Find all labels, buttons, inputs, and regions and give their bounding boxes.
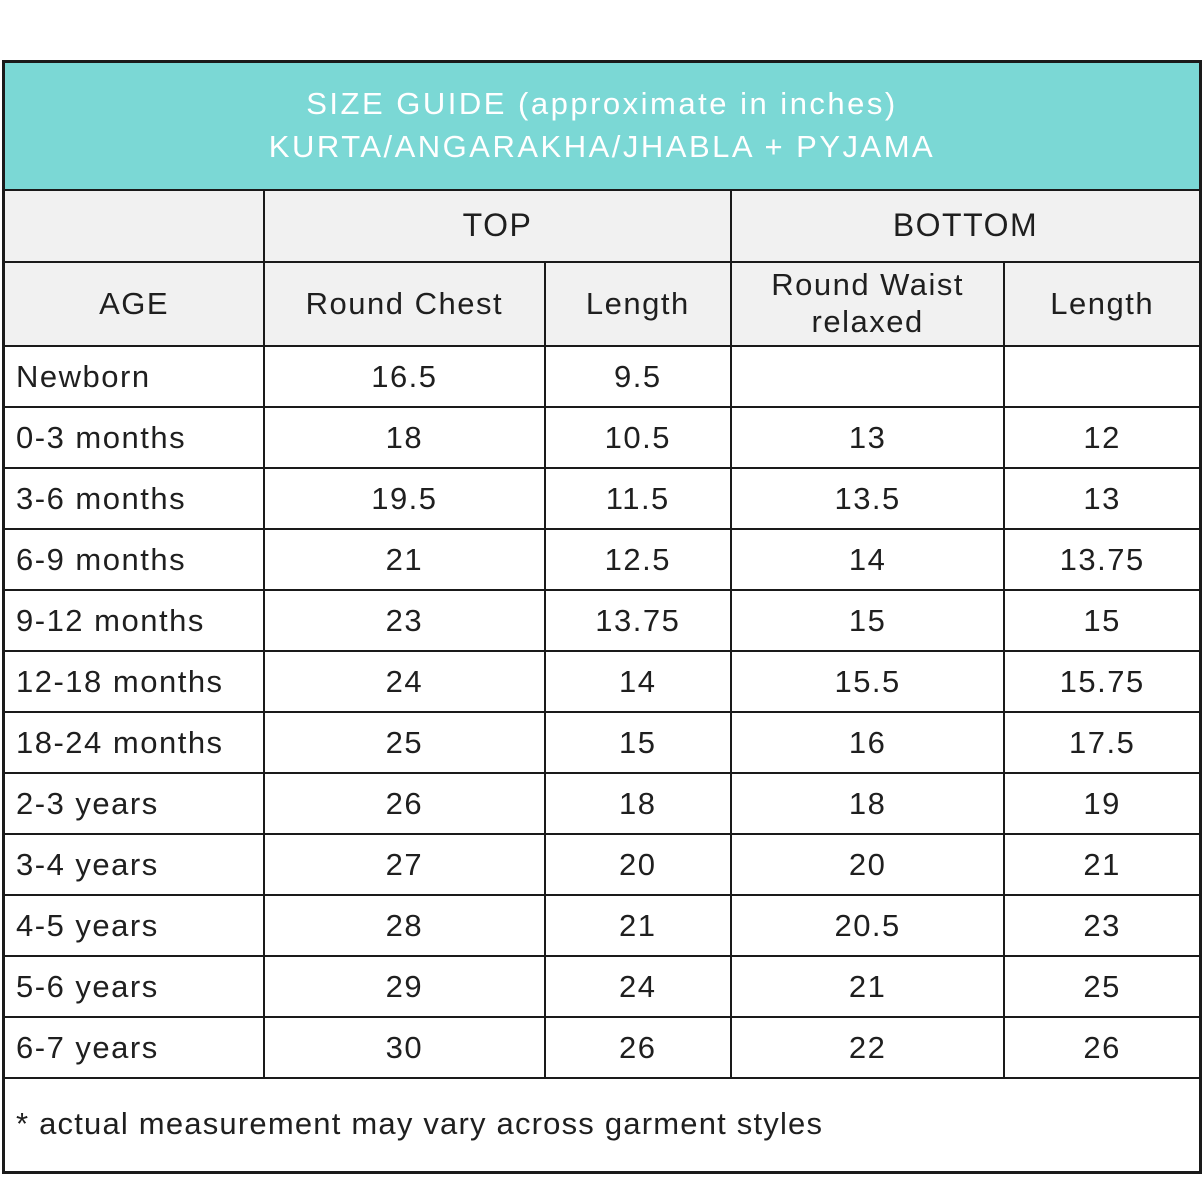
column-header-age: AGE: [3, 261, 266, 347]
age-cell: 12-18 months: [3, 650, 266, 713]
column-header-bottom-length: Length: [1003, 261, 1200, 347]
column-header-round-chest: Round Chest: [263, 261, 546, 347]
bottom-length-cell: 21: [1003, 833, 1200, 896]
group-header-row: TOP BOTTOM: [3, 190, 1201, 263]
footnote-row: * actual measurement may vary across gar…: [4, 1077, 1200, 1172]
banner-title: SIZE GUIDE (approximate in inches): [306, 86, 898, 121]
round-chest-cell: 19.5: [263, 467, 546, 530]
round-chest-cell: 27: [263, 833, 546, 896]
bottom-length-cell: 15: [1003, 589, 1200, 652]
bottom-length-cell: 25: [1003, 955, 1200, 1018]
table-row: 18-24 months 25 15 16 17.5: [3, 711, 1200, 774]
round-waist-cell: 18: [729, 772, 1006, 835]
table-row: 5-6 years 29 24 21 25: [3, 955, 1200, 1018]
round-waist-cell: 13.5: [729, 467, 1006, 530]
top-length-cell: 11.5: [543, 467, 732, 530]
round-waist-cell: 15.5: [729, 650, 1006, 713]
top-length-cell: 18: [543, 772, 732, 835]
round-chest-cell: 28: [263, 894, 546, 957]
table-row: 2-3 years 26 18 18 19: [3, 772, 1200, 835]
table-row: 3-6 months 19.5 11.5 13.5 13: [3, 467, 1200, 530]
round-chest-cell: 29: [263, 955, 546, 1018]
top-length-cell: 20: [543, 833, 732, 896]
top-length-cell: 13.75: [543, 589, 732, 652]
bottom-length-cell: 23: [1003, 894, 1200, 957]
bottom-length-cell: 17.5: [1003, 711, 1200, 774]
age-cell: 6-9 months: [3, 528, 266, 591]
age-cell: 3-6 months: [3, 467, 266, 530]
round-waist-cell: 16: [729, 711, 1006, 774]
round-waist-cell: 14: [729, 528, 1006, 591]
top-length-cell: 24: [543, 955, 732, 1018]
bottom-length-cell: 12: [1003, 406, 1200, 469]
table-row: 9-12 months 23 13.75 15 15: [3, 589, 1200, 652]
age-cell: 18-24 months: [3, 711, 266, 774]
round-waist-cell: 20: [729, 833, 1006, 896]
age-cell: 5-6 years: [3, 955, 266, 1018]
round-waist-cell: 21: [729, 955, 1006, 1018]
top-length-cell: 26: [543, 1016, 732, 1079]
bottom-length-cell: 19: [1003, 772, 1200, 835]
group-header-top: TOP: [263, 190, 732, 263]
empty-corner-cell: [3, 190, 266, 263]
bottom-length-cell: [1003, 345, 1200, 408]
bottom-length-cell: 13: [1003, 467, 1200, 530]
age-cell: 9-12 months: [3, 589, 266, 652]
round-chest-cell: 26: [263, 772, 546, 835]
banner-subtitle: KURTA/ANGARAKHA/JHABLA + PYJAMA: [268, 129, 936, 164]
table-row: 6-7 years 30 26 22 26: [3, 1016, 1200, 1079]
round-waist-cell: 13: [729, 406, 1006, 469]
column-header-round-waist: Round Waist relaxed: [729, 261, 1006, 347]
age-cell: 6-7 years: [3, 1016, 266, 1079]
round-waist-cell: [729, 345, 1006, 408]
round-waist-cell: 15: [729, 589, 1006, 652]
top-length-cell: 15: [543, 711, 732, 774]
age-cell: 0-3 months: [3, 406, 266, 469]
table-row: 0-3 months 18 10.5 13 12: [3, 406, 1200, 469]
bottom-length-cell: 15.75: [1003, 650, 1200, 713]
bottom-length-cell: 26: [1003, 1016, 1200, 1079]
age-cell: 4-5 years: [3, 894, 266, 957]
table-row: 3-4 years 27 20 20 21: [3, 833, 1200, 896]
round-chest-cell: 21: [263, 528, 546, 591]
age-cell: Newborn: [3, 345, 266, 408]
round-chest-cell: 25: [263, 711, 546, 774]
size-guide-table: TOP BOTTOM AGE Round Chest Length Round …: [3, 190, 1201, 1172]
size-guide-sheet: SIZE GUIDE (approximate in inches) KURTA…: [2, 60, 1202, 1174]
age-cell: 2-3 years: [3, 772, 266, 835]
round-chest-cell: 18: [263, 406, 546, 469]
top-length-cell: 21: [543, 894, 732, 957]
table-row: Newborn 16.5 9.5: [3, 345, 1200, 408]
table-row: 6-9 months 21 12.5 14 13.75: [3, 528, 1200, 591]
footnote-text: * actual measurement may vary across gar…: [4, 1077, 1200, 1172]
round-chest-cell: 24: [263, 650, 546, 713]
column-header-top-length: Length: [543, 261, 732, 347]
age-cell: 3-4 years: [3, 833, 266, 896]
round-chest-cell: 23: [263, 589, 546, 652]
top-length-cell: 14: [543, 650, 732, 713]
table-row: 4-5 years 28 21 20.5 23: [3, 894, 1200, 957]
round-waist-cell: 22: [729, 1016, 1006, 1079]
table-row: 12-18 months 24 14 15.5 15.75: [3, 650, 1200, 713]
bottom-length-cell: 13.75: [1003, 528, 1200, 591]
round-chest-cell: 16.5: [263, 345, 546, 408]
group-header-bottom: BOTTOM: [729, 190, 1201, 263]
size-guide-banner: SIZE GUIDE (approximate in inches) KURTA…: [5, 63, 1199, 191]
top-length-cell: 9.5: [543, 345, 732, 408]
top-length-cell: 12.5: [543, 528, 732, 591]
column-header-row: AGE Round Chest Length Round Waist relax…: [3, 261, 1200, 347]
round-waist-cell: 20.5: [729, 894, 1006, 957]
top-length-cell: 10.5: [543, 406, 732, 469]
round-chest-cell: 30: [263, 1016, 546, 1079]
